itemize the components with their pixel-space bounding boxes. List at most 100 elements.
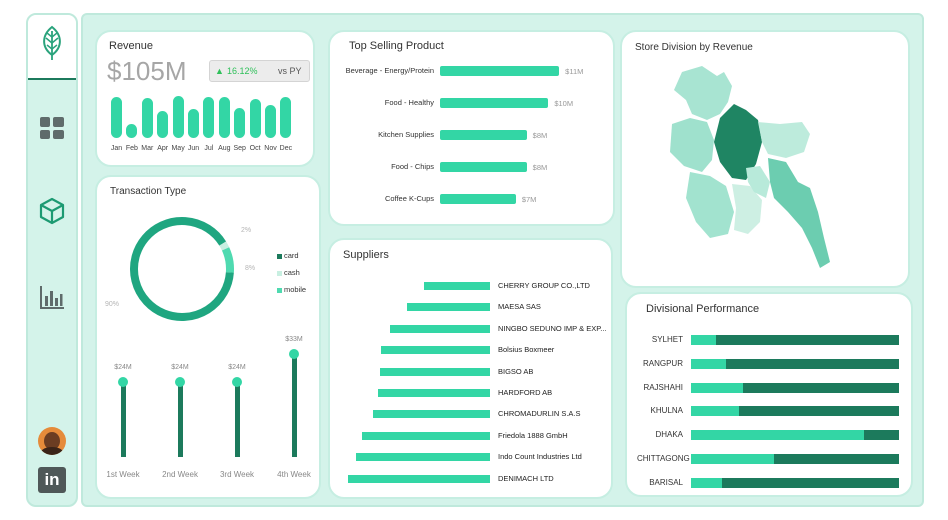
revenue-title: Revenue <box>109 40 154 52</box>
product-bar <box>440 130 527 140</box>
package-icon[interactable] <box>38 197 66 225</box>
product-label: Kitchen Supplies <box>378 130 434 139</box>
map-region-chittagong <box>768 158 830 268</box>
week-stem <box>177 381 183 457</box>
supplier-bar <box>424 282 490 290</box>
division-label: RANGPUR <box>642 358 683 368</box>
map-region-dhaka <box>746 166 770 198</box>
donut-pct-label: 90% <box>105 301 120 308</box>
supplier-label: HARDFORD AB <box>498 388 553 397</box>
sidebar: in <box>26 13 78 507</box>
week-label: 4th Week <box>277 470 311 479</box>
month-label: Nov <box>264 145 277 152</box>
logo-area <box>28 15 76 80</box>
revenue-change: 16.12% <box>227 66 258 76</box>
division-bar <box>691 477 899 488</box>
legend-label: mobile <box>284 285 307 294</box>
map-region-sylhet <box>758 122 810 158</box>
donut-slice-mobile <box>221 247 234 273</box>
division-label: BARISAL <box>649 477 683 487</box>
division-bar-fill <box>691 430 864 441</box>
bar-chart-icon[interactable] <box>38 283 66 311</box>
product-label: Food - Healthy <box>384 98 434 107</box>
top-selling-title: Top Selling Product <box>349 40 444 52</box>
supplier-bar <box>362 431 490 440</box>
supplier-label: NINGBO SEDUNO IMP & EXP... <box>498 323 607 333</box>
month-bar <box>126 124 138 138</box>
map-region-mymensingh <box>714 104 762 180</box>
month-bar <box>249 99 261 138</box>
supplier-label: Bolsius Boxmeer <box>498 345 555 355</box>
store-division-title: Store Division by Revenue <box>635 42 753 53</box>
month-label: Apr <box>157 145 169 152</box>
product-label: Beverage - Energy/Protein <box>345 66 434 75</box>
division-bar-fill <box>691 477 723 488</box>
month-label: Oct <box>249 145 261 152</box>
store-division-card: Store Division by Revenue <box>620 30 910 288</box>
transaction-donut <box>130 217 234 321</box>
month-label: Jul <box>204 145 214 152</box>
donut-pct-label: 8% <box>245 265 256 272</box>
week-dot <box>118 377 128 388</box>
division-bar-fill <box>691 406 739 417</box>
week-stem <box>234 381 240 457</box>
month-bar <box>218 97 230 138</box>
month-bar <box>280 97 292 138</box>
map-region-khulna <box>686 172 734 238</box>
revenue-card: Revenue $105M ▲ 16.12% vs PY Jan Feb Mar Ap… <box>95 30 315 167</box>
division-bar <box>691 358 899 369</box>
month-label: Jun <box>187 145 200 152</box>
supplier-bar <box>407 303 490 312</box>
week-label: 3rd Week <box>219 470 255 479</box>
product-value: $10M <box>554 99 574 108</box>
legend-swatch <box>277 271 282 276</box>
product-value: $8M <box>532 163 548 172</box>
map-region-rajshahi <box>670 118 714 172</box>
week-label: 1st Week <box>106 470 140 479</box>
supplier-bar <box>381 346 490 355</box>
avatar[interactable] <box>38 427 66 455</box>
legend-swatch <box>277 288 282 293</box>
supplier-label: CHERRY GROUP CO.,LTD <box>498 281 590 290</box>
suppliers-title: Suppliers <box>343 249 389 261</box>
compare-label: vs PY <box>278 66 302 76</box>
supplier-bar <box>356 453 490 462</box>
division-label: RAJSHAHI <box>643 382 683 392</box>
supplier-label: MAESA SAS <box>498 302 541 312</box>
division-bar <box>691 382 899 393</box>
supplier-bar <box>373 410 490 419</box>
legend-label: cash <box>284 268 300 277</box>
week-dot <box>175 377 185 388</box>
legend-swatch <box>277 254 282 259</box>
month-label: Aug <box>218 145 231 152</box>
transaction-card: Transaction Type 90% 2% 8% card cash mobile … <box>95 175 321 499</box>
week-stem <box>291 353 297 457</box>
supplier-label: CHROMADURLIN S.A.S <box>498 409 581 419</box>
map-region-barisal <box>732 184 762 234</box>
product-bar <box>440 162 527 172</box>
product-value: $11M <box>565 67 584 76</box>
division-label: DHAKA <box>655 430 683 440</box>
month-label: May <box>171 145 185 152</box>
linkedin-icon[interactable]: in <box>38 467 66 493</box>
division-label: SYLHET <box>651 335 683 344</box>
division-bar-fill <box>691 358 727 369</box>
month-bar <box>172 95 184 138</box>
product-value: $7M <box>521 195 537 204</box>
donut-slice-cash <box>219 241 230 251</box>
month-bar <box>111 97 122 138</box>
dashboard-icon[interactable] <box>38 114 66 142</box>
supplier-bar <box>378 389 490 397</box>
supplier-label: BIGSO AB <box>498 366 534 376</box>
product-bar <box>440 98 549 108</box>
map-region-rangpur <box>674 66 732 120</box>
division-bar <box>691 406 899 417</box>
suppliers-card: Suppliers CHERRY GROUP CO.,LTD MAESA SAS N… <box>328 238 613 499</box>
week-value: $33M <box>285 336 303 343</box>
product-bar <box>440 66 560 76</box>
month-bar <box>234 107 246 138</box>
division-bar-fill <box>691 335 716 345</box>
week-dot <box>232 377 242 388</box>
month-label: Jan <box>110 145 123 152</box>
product-label: Coffee K-Cups <box>384 194 434 203</box>
